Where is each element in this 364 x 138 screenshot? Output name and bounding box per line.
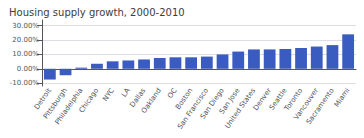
svg-text:Boston: Boston [174,86,195,112]
svg-text:-10.00%: -10.00% [10,79,40,87]
svg-text:Seattle: Seattle [267,86,289,112]
svg-text:NYC: NYC [101,87,116,103]
svg-text:OC: OC [166,87,179,100]
svg-text:Sacramento: Sacramento [305,87,336,126]
svg-text:Dallas: Dallas [128,86,148,109]
svg-text:Pittsburgh: Pittsburgh [41,86,69,121]
svg-text:LA: LA [120,87,132,99]
svg-text:San Jose: San Jose [217,86,242,116]
svg-text:Toronto: Toronto [282,86,305,113]
svg-text:Housing supply growth, 2000-20: Housing supply growth, 2000-2010 [9,7,185,18]
svg-text:0.00%: 0.00% [17,65,40,73]
svg-text:Denver: Denver [251,86,273,113]
svg-text:San Diego: San Diego [199,87,226,121]
svg-text:30.00%: 30.00% [12,22,39,30]
svg-text:Detroit: Detroit [32,86,54,112]
svg-text:10.00%: 10.00% [12,50,39,58]
svg-text:Chicago: Chicago [78,87,101,115]
svg-text:20.00%: 20.00% [12,36,39,44]
svg-text:United States: United States [223,86,258,131]
svg-text:Oakland: Oakland [140,87,163,115]
svg-text:Miami: Miami [333,87,352,109]
svg-text:San Francisco: San Francisco [176,86,211,131]
svg-text:Vancouver: Vancouver [292,86,320,122]
svg-text:Philadelphia: Philadelphia [53,86,85,127]
